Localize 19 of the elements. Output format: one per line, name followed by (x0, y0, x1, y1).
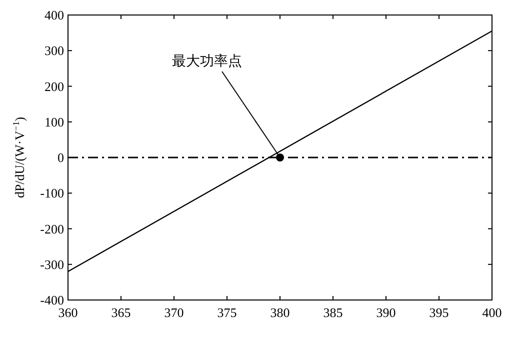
x-tick-label: 385 (323, 305, 343, 320)
y-tick-label: 100 (44, 114, 64, 130)
x-tick-label: 375 (217, 305, 237, 320)
x-tick-label: 400 (482, 305, 502, 320)
y-tick-label: 400 (44, 8, 64, 22)
x-tick-label: 380 (270, 305, 290, 320)
x-tick-label: 360 (58, 305, 78, 320)
y-tick-label: -200 (40, 221, 64, 236)
y-tick-label: -100 (40, 186, 64, 201)
y-tick-label: 300 (44, 43, 64, 58)
y-tick-label: -400 (40, 292, 64, 308)
x-tick-label: 390 (376, 305, 396, 320)
y-tick-label: 0 (58, 150, 64, 165)
x-tick-label: 365 (111, 305, 131, 320)
x-tick-label: 395 (429, 305, 449, 320)
y-tick-label: 200 (44, 78, 64, 94)
y-tick-label: -300 (40, 256, 64, 272)
annotation: 最大功率点 (172, 52, 242, 68)
x-tick-label: 370 (164, 305, 184, 320)
